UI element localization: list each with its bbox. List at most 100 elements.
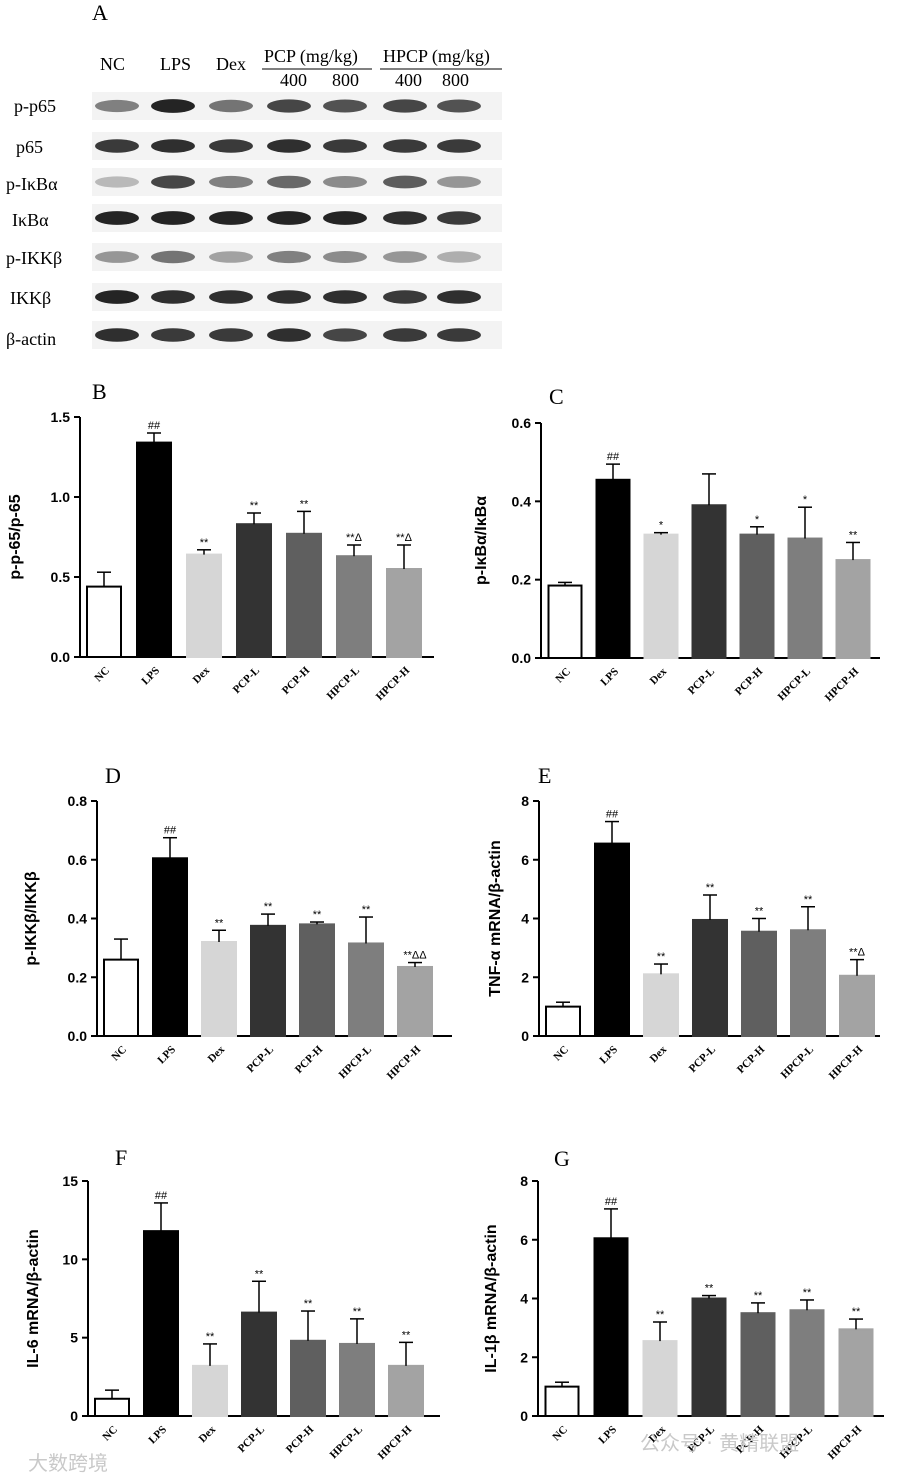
x-tick-label: PCP-L — [686, 666, 717, 697]
x-tick-label: PCP-H — [284, 1423, 317, 1456]
significance-label: ** — [255, 1268, 264, 1280]
significance-label: ** — [706, 882, 715, 894]
bar-lps — [595, 478, 631, 659]
x-tick-label: HPCP-H — [374, 664, 413, 703]
blot-band — [437, 328, 481, 342]
bar-dex — [201, 941, 237, 1037]
x-tick-label: NC — [100, 1424, 120, 1444]
significance-label: ** — [215, 917, 224, 929]
bar-dex — [192, 1364, 228, 1418]
lane-header-pcp: PCP (mg/kg) — [264, 46, 358, 67]
y-tick-label: 0.6 — [68, 852, 88, 868]
significance-label: ** — [264, 901, 273, 913]
blot-band — [383, 328, 427, 342]
blot-band — [151, 99, 195, 113]
bar-pcp-h — [739, 533, 775, 659]
significance-label: ** — [304, 1298, 313, 1310]
x-tick-label: HPCP-H — [823, 665, 862, 704]
panel-letter-e: E — [538, 763, 551, 788]
y-tick-label: 4 — [520, 1291, 528, 1307]
chart-panel-d: D 0.0 0.2 0.4 0.6 0.8 p-IKKβ/IKKβ NC ## LPS ** Dex *… — [23, 763, 452, 1082]
y-tick-label: 0.4 — [512, 493, 532, 509]
x-tick-label: PCP-H — [293, 1043, 326, 1076]
x-tick-label: HPCP-L — [776, 666, 813, 703]
y-tick-label: 0.2 — [68, 969, 88, 985]
x-tick-label: LPS — [139, 665, 162, 688]
bar-dex — [642, 1340, 678, 1417]
x-tick-label: HPCP-H — [826, 1423, 865, 1462]
x-tick-label: HPCP-H — [827, 1043, 866, 1082]
x-tick-label: NC — [553, 666, 573, 686]
blot-band — [209, 251, 253, 263]
lane-header-hpcp: HPCP (mg/kg) — [383, 46, 490, 67]
bar-hpcp-h — [388, 1364, 424, 1418]
blot-band — [151, 211, 195, 225]
x-tick-label: NC — [109, 1044, 129, 1064]
y-tick-label: 4 — [521, 911, 529, 927]
x-tick-label: HPCP-L — [337, 1044, 374, 1081]
chart-panel-b: B 0.0 0.5 1.0 1.5 p-p-65/p-65 NC ## LPS ** Dex ** PC… — [7, 379, 434, 703]
blot-band — [267, 250, 311, 264]
bar-hpcp-h — [838, 1328, 874, 1417]
x-tick-label: NC — [551, 1044, 571, 1064]
significance-label: **ΔΔ — [403, 950, 427, 962]
panel-letter-a: A — [92, 0, 108, 25]
y-tick-label: 0.5 — [51, 569, 71, 585]
panel-letter-f: F — [115, 1145, 127, 1170]
significance-label: ** — [852, 1306, 861, 1318]
blot-band — [209, 290, 253, 304]
blot-band — [267, 139, 311, 153]
bar-nc — [545, 1005, 581, 1037]
x-tick-label: PCP-L — [245, 1044, 276, 1075]
y-tick-label: 0.0 — [51, 649, 71, 665]
watermark-right: 公众号 · 黄精联盟 — [640, 1431, 799, 1455]
significance-label: ** — [657, 951, 666, 963]
panel-letter-b: B — [92, 379, 107, 404]
blot-band — [437, 99, 481, 113]
blot-band — [437, 176, 481, 188]
significance-label: ** — [206, 1331, 215, 1343]
bar-hpcp-l — [348, 942, 384, 1037]
blot-band — [383, 211, 427, 225]
bar-hpcp-h — [397, 965, 433, 1037]
blot-band — [383, 290, 427, 304]
significance-label: ** — [402, 1329, 411, 1341]
lane-label-lps: LPS — [160, 54, 191, 74]
y-tick-label: 2 — [520, 1349, 528, 1365]
bar-pcp-h — [290, 1339, 326, 1418]
significance-label: ** — [300, 498, 309, 510]
y-tick-label: 8 — [520, 1173, 528, 1189]
y-tick-label: 0.4 — [68, 911, 88, 927]
bar-lps — [136, 441, 172, 658]
blot-band — [151, 290, 195, 304]
x-tick-label: PCP-H — [280, 664, 313, 697]
blot-band — [95, 328, 139, 342]
blot-band — [437, 139, 481, 153]
significance-label: ** — [362, 904, 371, 916]
y-tick-label: 0.8 — [68, 793, 88, 809]
y-tick-label: 0.2 — [512, 572, 532, 588]
x-tick-label: PCP-H — [733, 665, 766, 698]
x-tick-label: Dex — [648, 665, 670, 687]
bar-pcp-l — [241, 1311, 277, 1417]
y-tick-label: 15 — [62, 1173, 78, 1189]
bar-pcp-l — [236, 523, 272, 659]
western-blot-panel: A NC LPS Dex PCP (mg/kg) HPCP (mg/kg) 40… — [6, 0, 502, 349]
lane-label-nc: NC — [100, 54, 125, 74]
significance-label: ** — [755, 906, 764, 918]
y-axis-label: p-IκBα/IκBα — [473, 496, 490, 585]
significance-label: **Δ — [346, 532, 363, 544]
blot-band — [151, 139, 195, 153]
significance-label: ** — [804, 894, 813, 906]
x-tick-label: Dex — [206, 1043, 228, 1065]
blot-band — [383, 139, 427, 153]
blot-band — [209, 328, 253, 342]
watermark-left: 大数跨境 — [28, 1451, 108, 1475]
bar-lps — [143, 1230, 179, 1417]
significance-label: ** — [754, 1290, 763, 1302]
x-tick-label: PCP-L — [231, 665, 262, 696]
y-axis-label: p-p-65/p-65 — [7, 494, 24, 579]
blot-band — [267, 99, 311, 113]
bar-pcp-h — [741, 930, 777, 1037]
